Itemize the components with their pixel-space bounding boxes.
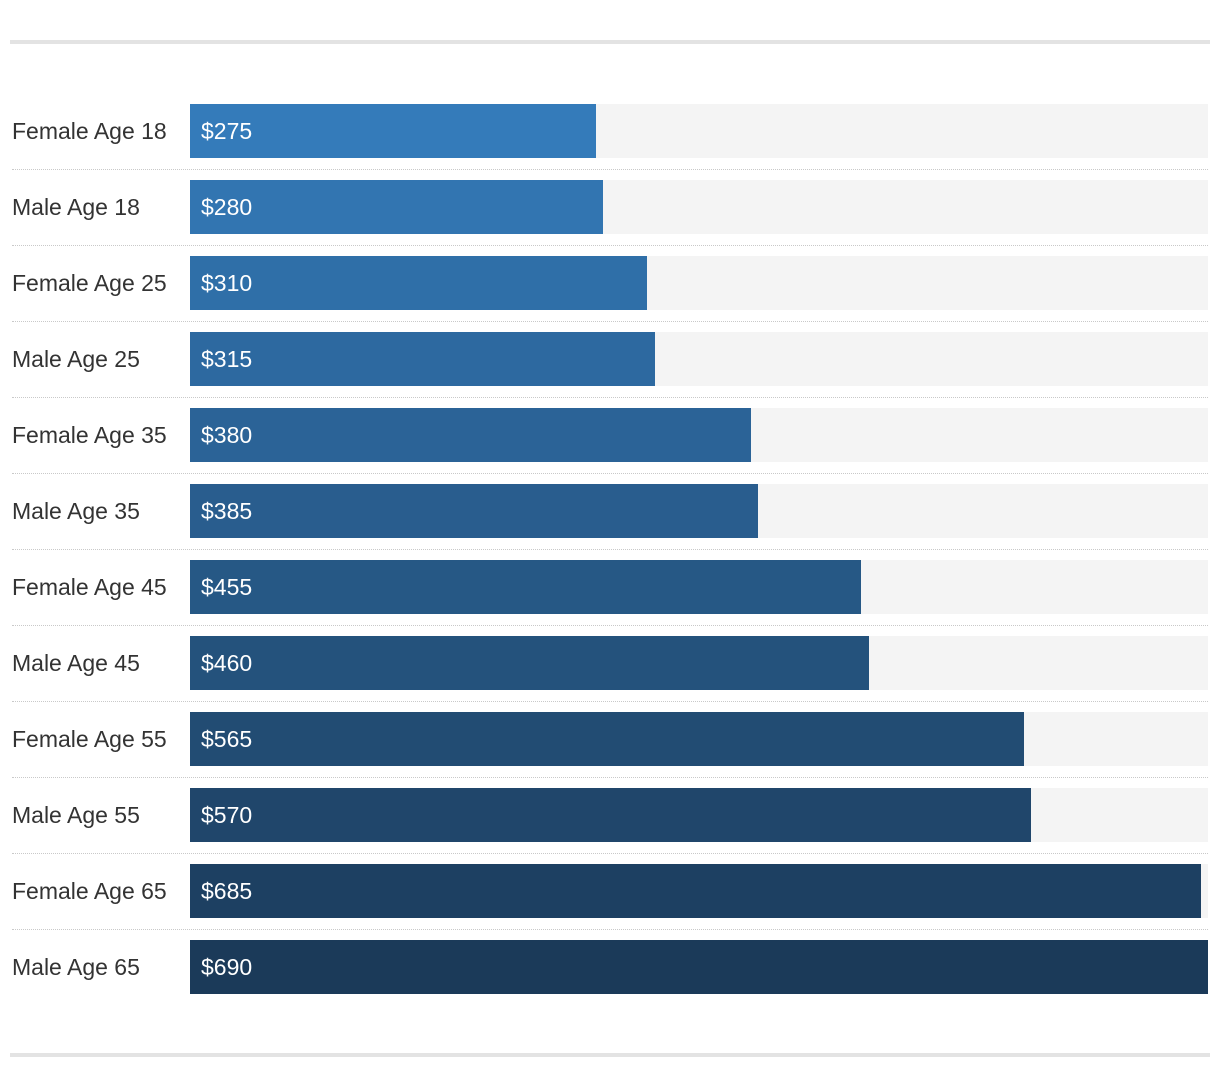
bar [190,408,751,462]
bar-value-label: $455 [201,574,253,600]
bar [190,712,1024,766]
bar-value-label: $385 [201,498,253,524]
bar-value-label: $685 [201,878,253,904]
bar [190,788,1031,842]
category-label: Female Age 35 [12,422,167,448]
bar-value-label: $275 [201,118,253,144]
category-label: Female Age 45 [12,574,167,600]
row-divider [12,701,1208,702]
bar [190,940,1208,994]
row-divider [12,625,1208,626]
bar-value-label: $280 [201,194,253,220]
bar-value-label: $565 [201,726,253,752]
row-divider [12,321,1208,322]
category-label: Female Age 65 [12,878,167,904]
top-rule [10,40,1210,44]
bar [190,104,596,158]
row-divider [12,853,1208,854]
category-label: Male Age 45 [12,650,140,676]
bar-value-label: $570 [201,802,253,828]
bar-value-label: $310 [201,270,253,296]
row-divider [12,549,1208,550]
row-divider [12,777,1208,778]
bar [190,484,758,538]
bar [190,256,647,310]
category-label: Male Age 25 [12,346,140,372]
bar [190,864,1201,918]
category-label: Female Age 55 [12,726,167,752]
row-divider [12,929,1208,930]
category-label: Male Age 55 [12,802,140,828]
bottom-rule [10,1053,1210,1057]
bar [190,332,655,386]
category-label: Male Age 65 [12,954,140,980]
category-label: Female Age 25 [12,270,167,296]
row-divider [12,245,1208,246]
category-label: Female Age 18 [12,118,167,144]
row-divider [12,169,1208,170]
bar [190,180,603,234]
category-label: Male Age 35 [12,498,140,524]
bar-value-label: $380 [201,422,253,448]
bar [190,636,869,690]
category-label: Male Age 18 [12,194,140,220]
row-divider [12,397,1208,398]
bar-value-label: $460 [201,650,253,676]
bar-value-label: $690 [201,954,253,980]
bar [190,560,861,614]
row-divider [12,473,1208,474]
bar-value-label: $315 [201,346,253,372]
